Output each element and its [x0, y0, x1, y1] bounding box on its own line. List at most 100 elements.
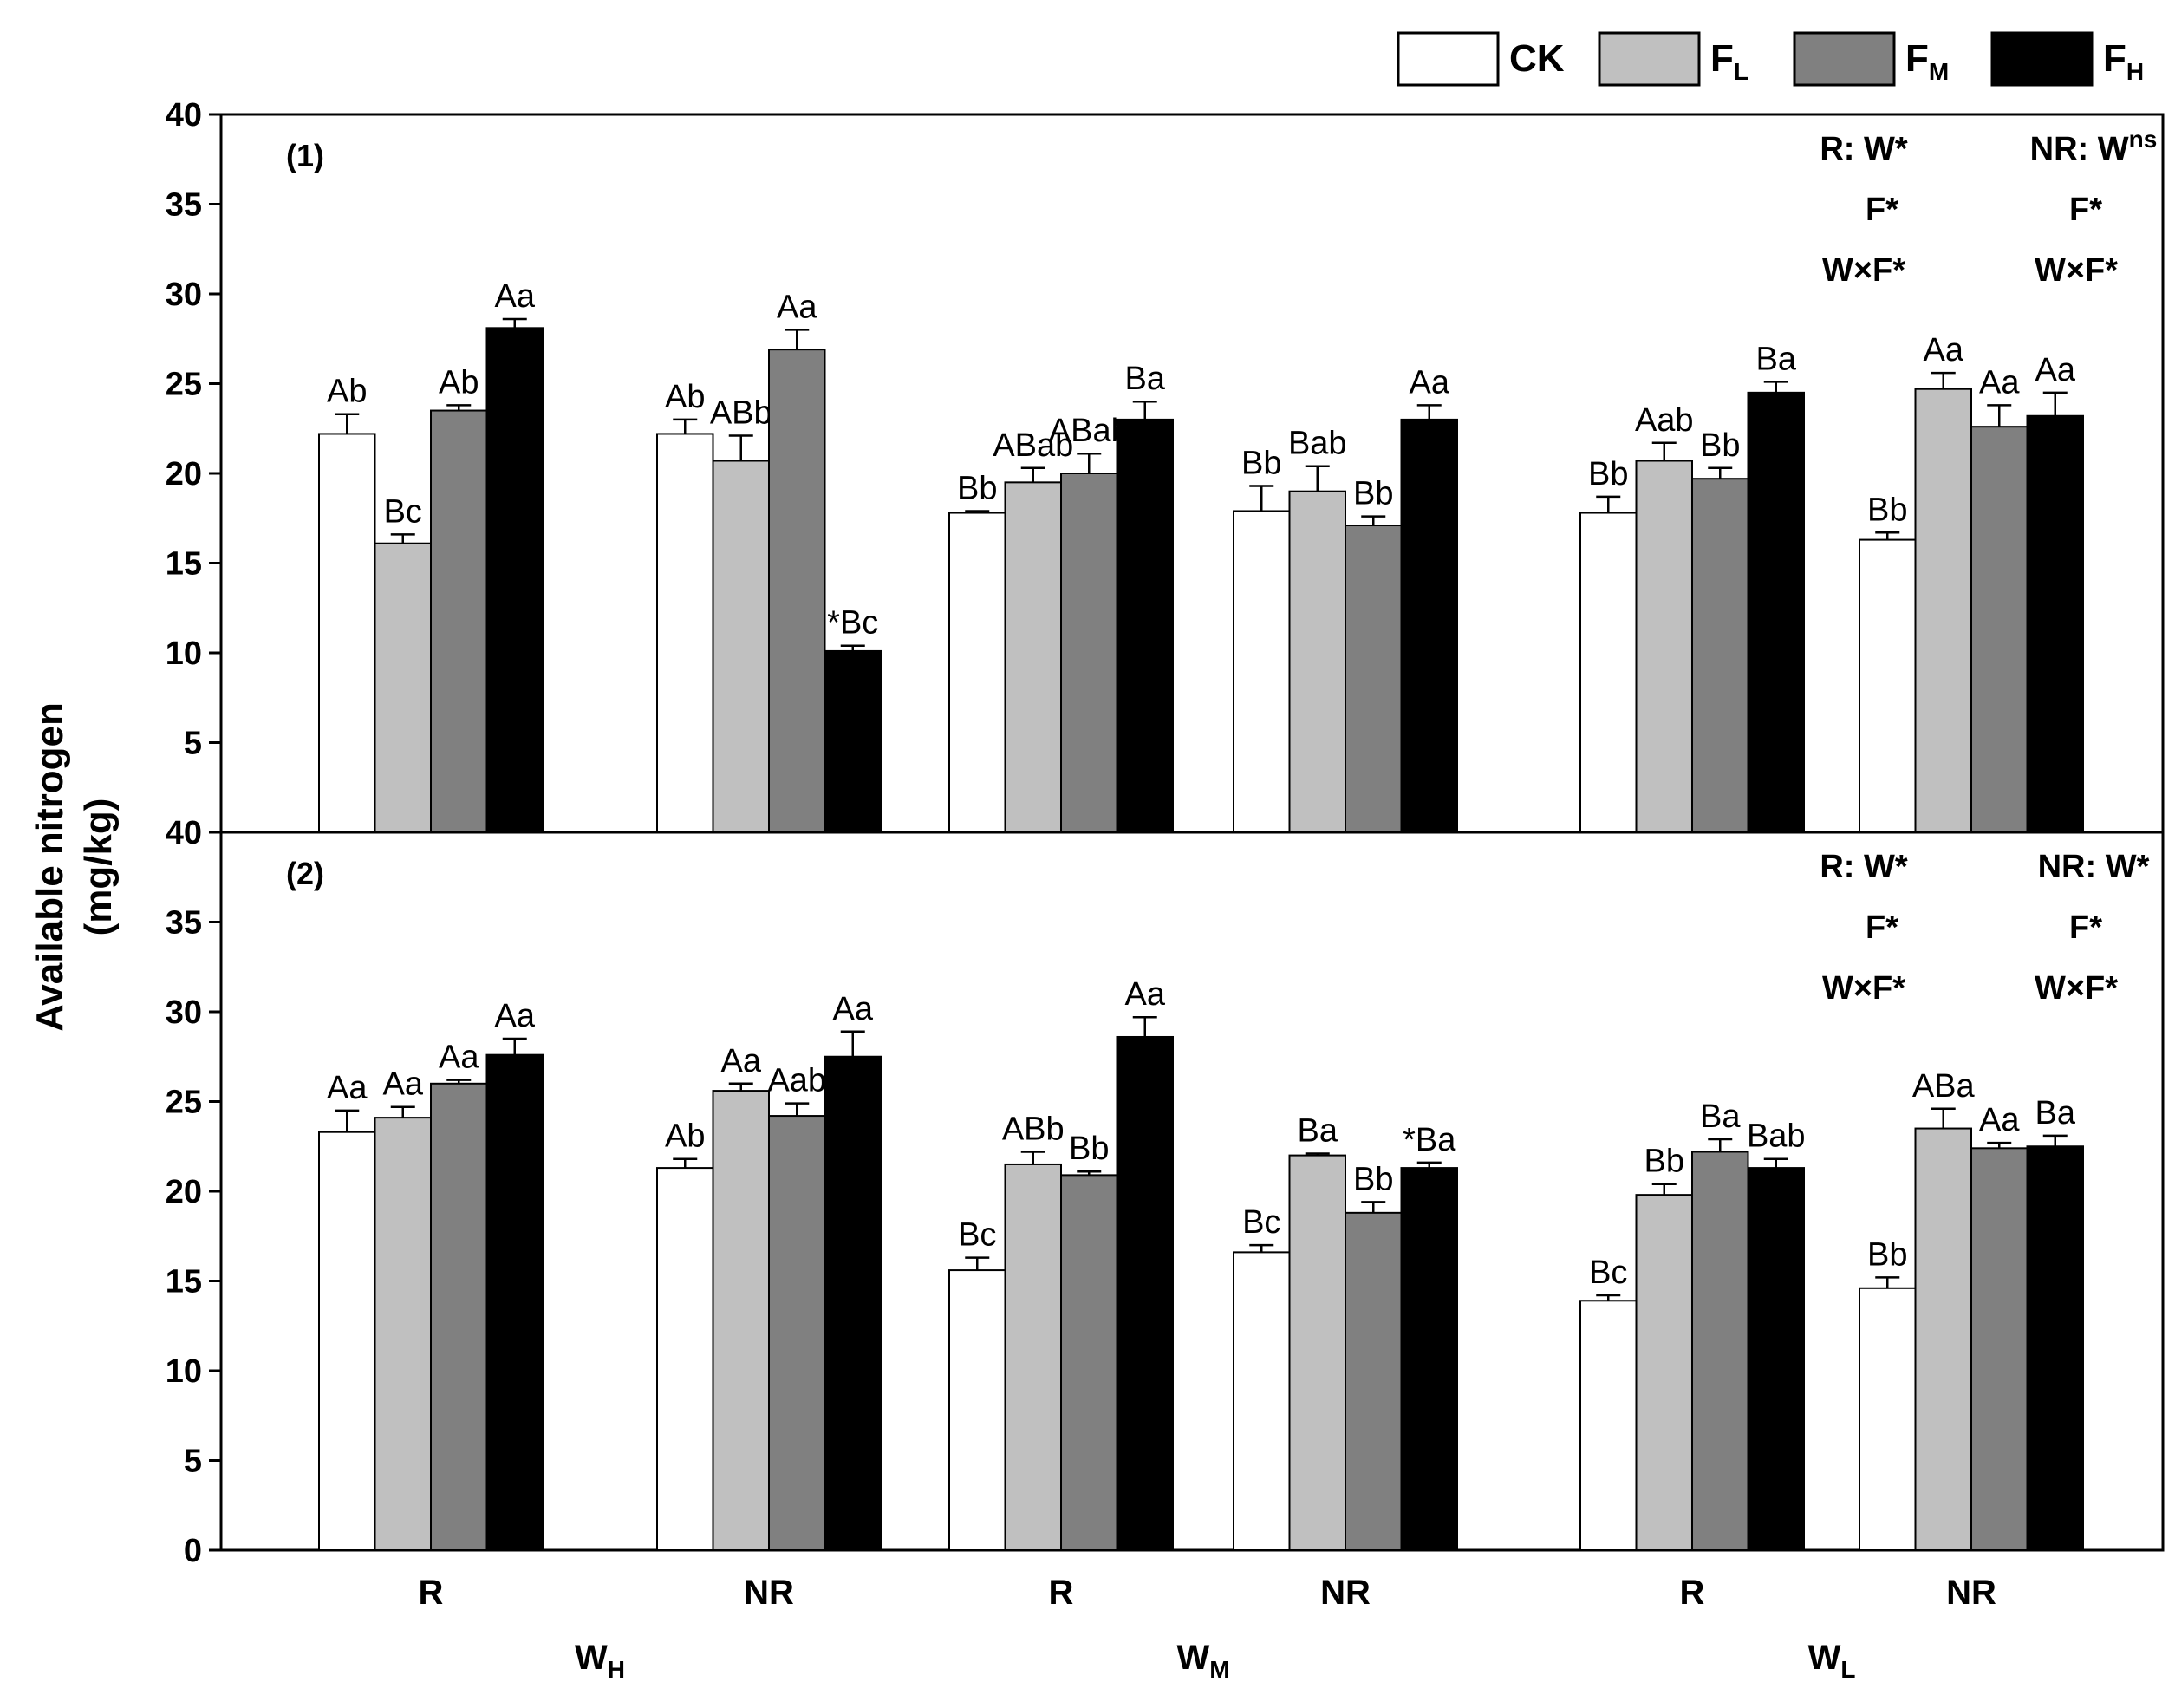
significance-label: *Ba [1403, 1122, 1456, 1158]
significance-label: Aa [1410, 364, 1450, 401]
bar [1233, 510, 1291, 833]
legend-swatch [1397, 31, 1500, 87]
bar [1400, 1167, 1458, 1551]
significance-label: Ab [665, 1118, 705, 1155]
bar [318, 433, 376, 833]
y-tick-label: 20 [166, 1174, 202, 1210]
significance-label: Bb [1241, 445, 1281, 481]
stats-nr-line: F* [2069, 192, 2102, 228]
y-tick-label: 35 [166, 905, 202, 942]
x-subgroup-label: NR [1946, 1574, 1996, 1612]
bar [824, 649, 882, 833]
y-tick-label: 30 [166, 994, 202, 1031]
significance-label: Aa [777, 289, 817, 325]
significance-label: Aa [833, 991, 874, 1027]
bar [1116, 418, 1174, 833]
bar [1233, 1251, 1291, 1551]
bar [1691, 478, 1749, 834]
y-tick-label: 40 [166, 97, 202, 134]
x-water-group-label: WM [1176, 1639, 1229, 1683]
significance-label: Bc [1242, 1204, 1280, 1241]
bar [1747, 391, 1805, 833]
bar [318, 1131, 376, 1551]
significance-label: Ab [439, 364, 479, 401]
legend-swatch [1598, 31, 1701, 87]
significance-label: Bab [1747, 1118, 1806, 1155]
bar [430, 1082, 488, 1552]
x-water-group-label: WH [575, 1639, 625, 1683]
bar [1859, 538, 1917, 834]
significance-label: Aa [439, 1040, 479, 1076]
x-subgroup-label: R [1049, 1574, 1074, 1612]
bar [1579, 1300, 1638, 1552]
y-tick-label: 10 [166, 636, 202, 672]
significance-label: Bb [1069, 1131, 1109, 1167]
stats-nr-line: W×F* [2035, 252, 2118, 289]
bar [374, 542, 432, 833]
significance-label: ABa [1912, 1068, 1976, 1105]
y-tick-label: 20 [166, 456, 202, 492]
significance-label: Aa [721, 1043, 762, 1079]
x-axis-labels: R NR R NR R NR WH WM WL [419, 1574, 1996, 1683]
bar [656, 433, 714, 833]
bar [1579, 512, 1638, 833]
bar [374, 1117, 432, 1551]
significance-label: *Bc [827, 605, 878, 642]
significance-label: Bb [1353, 1161, 1393, 1197]
stats-r-title: R: W* [1820, 849, 1908, 885]
stats-r-title: R: W* [1820, 131, 1908, 167]
bar [1400, 418, 1458, 833]
bar [1288, 1154, 1346, 1551]
bar [1060, 473, 1118, 833]
x-water-group-label: WL [1808, 1639, 1856, 1683]
significance-label: Aa [1924, 332, 1964, 368]
stats-annotation: R: W* F* W×F* NR: W* F* W×F* [1820, 849, 2149, 1007]
stats-r-line: W×F* [1822, 970, 1905, 1007]
significance-label: Bb [1588, 456, 1628, 492]
panel-label: (2) [286, 856, 324, 891]
significance-label: Aa [1979, 1102, 2020, 1138]
significance-label: Aab [1635, 402, 1694, 439]
significance-label: Bb [1867, 1236, 1907, 1273]
stats-nr-title: NR: Wns [2030, 126, 2158, 167]
significance-label: ABb [710, 395, 772, 432]
significance-label: Aa [495, 278, 536, 315]
bar [1635, 460, 1693, 833]
stats-nr-line: W×F* [2035, 970, 2118, 1007]
significance-label: Bc [958, 1217, 996, 1254]
significance-label: Aab [767, 1063, 826, 1099]
bar [1345, 525, 1403, 834]
bar [1747, 1167, 1805, 1551]
y-tick-label: 5 [184, 1444, 202, 1480]
significance-label: Ba [1125, 361, 1166, 397]
stats-r-line: F* [1866, 192, 1898, 228]
y-tick-label: 25 [166, 1085, 202, 1121]
x-subgroup-label: NR [744, 1574, 794, 1612]
bar [768, 349, 826, 834]
significance-label: Bab [1288, 426, 1347, 462]
significance-label: Aa [383, 1066, 424, 1103]
legend-label: FH [2103, 37, 2144, 85]
significance-label: Bb [1353, 476, 1393, 512]
significance-label: Ba [2035, 1095, 2076, 1131]
legend-label: FL [1710, 37, 1748, 85]
bar [2026, 414, 2084, 833]
y-axis-unit: (mg/kg) [77, 799, 120, 936]
significance-label: Bb [957, 470, 997, 506]
bar [1635, 1194, 1693, 1551]
bar [485, 1053, 544, 1552]
stats-nr-title: NR: W* [2038, 849, 2150, 885]
significance-label: ABab [993, 427, 1073, 464]
bar [948, 1269, 1006, 1551]
significance-label: Bb [1644, 1144, 1684, 1180]
y-tick-label: 0 [184, 1533, 202, 1569]
bar [1288, 490, 1346, 833]
bar [1914, 1127, 1972, 1552]
significance-label: Aa [2035, 352, 2076, 388]
bar [1060, 1174, 1118, 1551]
y-tick-label: 5 [184, 726, 202, 762]
bar [1859, 1287, 1917, 1552]
